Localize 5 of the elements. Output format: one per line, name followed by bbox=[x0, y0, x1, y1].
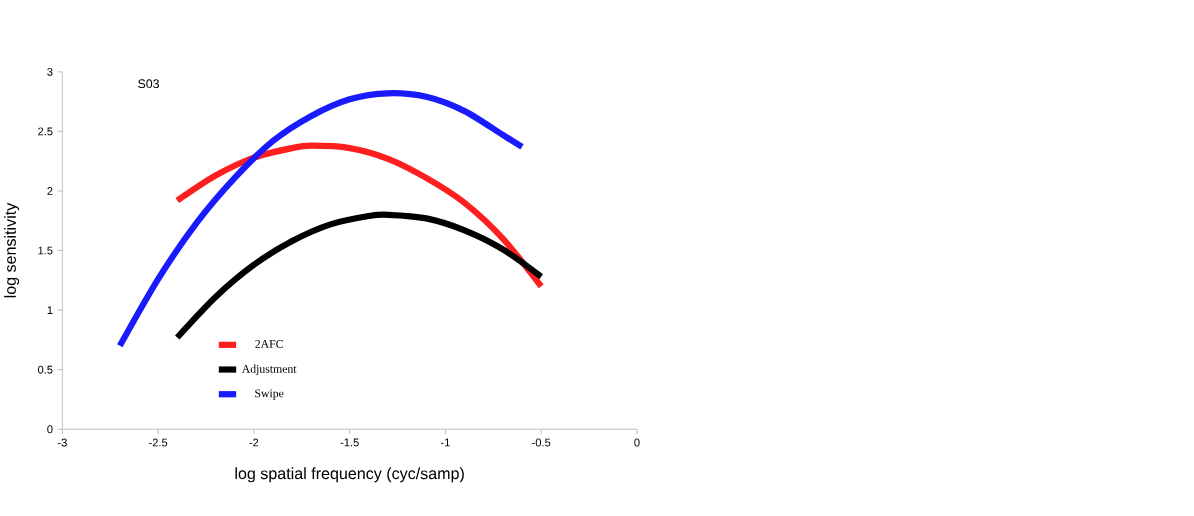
line-series bbox=[174, 143, 545, 290]
x-axis-title: log spatial frequency (cyc/samp) bbox=[235, 467, 464, 483]
y-axis-title: log sensitivity bbox=[4, 203, 20, 298]
line-series bbox=[116, 90, 526, 350]
line-series bbox=[174, 212, 545, 342]
